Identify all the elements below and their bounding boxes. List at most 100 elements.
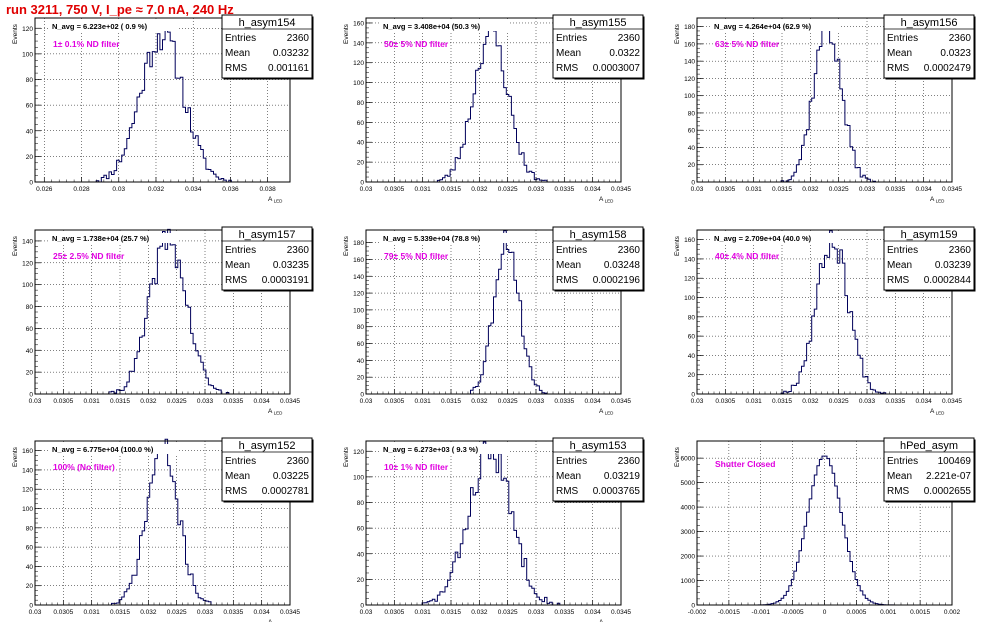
stats-label-mean: Mean: [556, 471, 581, 482]
y-tick-label: 140: [353, 40, 364, 47]
stats-value-rms: 0.0003191: [262, 275, 310, 286]
x-tick-label: 0.03: [360, 609, 373, 616]
x-tick-label: 0.0335: [554, 186, 574, 193]
x-tick-label: 0.034: [916, 186, 933, 193]
y-tick-label: 100: [353, 474, 364, 481]
y-tick-label: 60: [26, 103, 34, 110]
y-tick-label: 0: [360, 603, 364, 610]
x-tick-label: 0.0315: [110, 398, 130, 405]
x-tick-label: 0.0345: [611, 186, 631, 193]
y-tick-label: 160: [684, 237, 695, 244]
stats-label-mean: Mean: [887, 260, 912, 271]
x-axis-label-main: A: [930, 408, 935, 415]
y-tick-label: 140: [22, 238, 33, 245]
y-tick-label: 1000: [681, 578, 696, 585]
stats-value-entries: 2360: [949, 33, 972, 44]
x-tick-label: 0: [823, 609, 827, 616]
x-tick-label: 0.0325: [498, 609, 518, 616]
navg-annotation: N_avg = 5.339e+04 (78.8 %): [383, 234, 481, 243]
stats-value-rms: 0.001161: [268, 63, 309, 74]
x-tick-label: 0.0325: [167, 609, 187, 616]
y-tick-label: 140: [684, 256, 695, 263]
stats-label-mean: Mean: [887, 471, 912, 482]
stats-label-entries: Entries: [225, 456, 256, 467]
y-tick-label: 100: [22, 51, 33, 58]
stats-box-title: h_asym154: [239, 17, 296, 29]
x-axis-label-main: A: [599, 619, 604, 622]
y-axis-label: Events: [12, 446, 19, 467]
histogram-pad-h_asym155: 0.03 0.0305 0.031 0.0315 0.032 0.0325 0.033 0.0…: [343, 14, 645, 204]
histogram-pad-h_asym152: 0.03 0.0305 0.031 0.0315 0.032 0.0325 0.033 0.0…: [12, 437, 314, 622]
x-tick-label: 0.034: [585, 398, 602, 405]
x-tick-label: 0.031: [415, 186, 432, 193]
x-tick-label: 0.0335: [223, 398, 243, 405]
stats-label-entries: Entries: [556, 33, 587, 44]
y-tick-label: 0: [360, 392, 364, 399]
stats-box-title: h_asym159: [901, 229, 958, 241]
y-tick-label: 100: [353, 80, 364, 87]
stats-label-entries: Entries: [887, 456, 918, 467]
y-axis-label: Events: [674, 23, 681, 44]
x-axis-label-sub: LED: [272, 199, 283, 204]
y-tick-label: 60: [357, 120, 365, 127]
y-tick-label: 40: [26, 564, 34, 571]
y-tick-label: 60: [688, 128, 696, 135]
stats-box-title: hPed_asym: [900, 440, 958, 452]
navg-annotation: N_avg = 6.775e+04 (100.0 %): [52, 445, 154, 454]
x-tick-label: 0.033: [197, 609, 214, 616]
y-tick-label: 20: [26, 583, 34, 590]
y-axis-label: Events: [12, 235, 19, 256]
y-tick-label: 4000: [681, 505, 696, 512]
histogram-pad-hPed_asym: -0.002 -0.0015 -0.001 -0.0005 0 0.0005 0.001 0.…: [674, 437, 976, 616]
x-tick-label: 0.0015: [910, 609, 930, 616]
stats-value-entries: 2360: [287, 456, 310, 467]
filter-label: 50± 5% ND filter: [384, 39, 449, 49]
y-tick-label: 120: [353, 60, 364, 67]
x-tick-label: 0.0345: [280, 609, 300, 616]
x-tick-label: 0.0315: [772, 398, 792, 405]
x-axis-label: A LED: [599, 408, 614, 416]
navg-box: [380, 444, 510, 454]
y-tick-label: 100: [684, 295, 695, 302]
y-tick-label: 60: [357, 341, 365, 348]
x-tick-label: 0.033: [528, 186, 545, 193]
x-axis-label-main: A: [599, 408, 604, 415]
x-tick-label: 0.0325: [167, 398, 187, 405]
x-tick-label: 0.0325: [829, 186, 849, 193]
y-tick-label: 0: [29, 392, 33, 399]
stats-box: [221, 226, 313, 291]
x-tick-label: 0.034: [916, 398, 933, 405]
stats-value-mean: 0.03235: [273, 260, 310, 271]
stats-value-entries: 2360: [618, 245, 641, 256]
stats-box: [221, 437, 313, 502]
stats-value-mean: 0.03232: [273, 48, 310, 59]
stats-label-rms: RMS: [556, 275, 579, 286]
stats-box: [221, 14, 313, 79]
navg-box: [49, 444, 179, 454]
x-tick-label: 0.0305: [715, 398, 735, 405]
x-axis-label-sub: LED: [272, 411, 283, 416]
y-tick-label: 160: [353, 20, 364, 27]
y-tick-label: 60: [26, 545, 34, 552]
x-axis-label-main: A: [268, 619, 273, 622]
x-tick-label: -0.0005: [782, 609, 804, 616]
x-tick-label: 0.0325: [829, 398, 849, 405]
stats-box-title: h_asym153: [570, 440, 627, 452]
stats-value-entries: 2360: [618, 33, 641, 44]
x-tick-label: 0.026: [36, 186, 53, 193]
stats-label-rms: RMS: [556, 486, 579, 497]
x-axis-label: A LED: [268, 408, 283, 416]
x-axis-label-main: A: [930, 196, 935, 203]
x-tick-label: 0.032: [471, 186, 488, 193]
x-tick-label: 0.03: [360, 186, 373, 193]
y-tick-label: 20: [357, 160, 365, 167]
navg-annotation: N_avg = 4.264e+04 (62.9 %): [714, 22, 812, 31]
x-axis-label-main: A: [268, 408, 273, 415]
x-tick-label: 0.0305: [715, 186, 735, 193]
stats-label-mean: Mean: [887, 48, 912, 59]
y-tick-label: 120: [353, 449, 364, 456]
stats-label-entries: Entries: [556, 245, 587, 256]
x-axis-label: A LED: [599, 196, 614, 204]
y-tick-label: 0: [29, 603, 33, 610]
x-axis-label-sub: LED: [934, 411, 945, 416]
